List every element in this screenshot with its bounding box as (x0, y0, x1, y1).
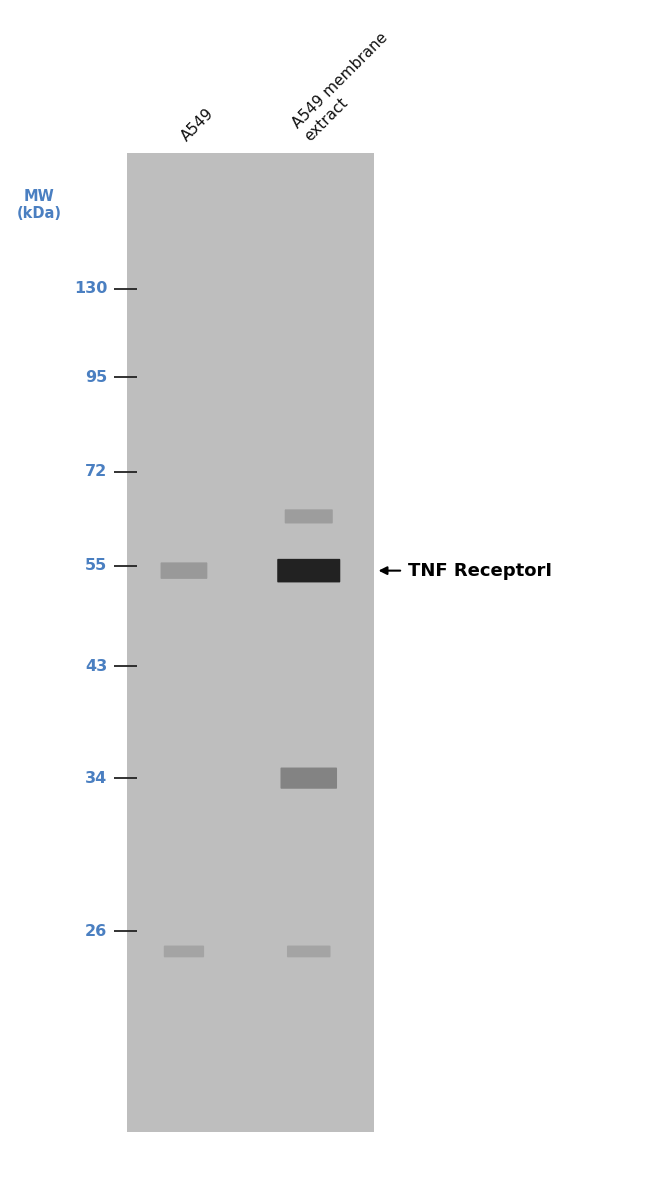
Text: A549 membrane
extract: A549 membrane extract (289, 31, 402, 144)
FancyBboxPatch shape (164, 946, 204, 957)
FancyBboxPatch shape (287, 946, 330, 957)
Text: 130: 130 (74, 282, 107, 296)
Text: 72: 72 (85, 465, 107, 479)
Text: MW
(kDa): MW (kDa) (16, 189, 62, 220)
FancyBboxPatch shape (285, 509, 333, 523)
Text: 95: 95 (85, 370, 107, 384)
FancyBboxPatch shape (281, 768, 337, 789)
FancyBboxPatch shape (161, 562, 207, 579)
FancyBboxPatch shape (277, 559, 341, 582)
Text: 55: 55 (85, 559, 107, 573)
Text: 43: 43 (85, 659, 107, 673)
Bar (127, 153, 374, 1132)
Text: 34: 34 (85, 771, 107, 785)
Text: A549: A549 (178, 105, 216, 144)
Text: TNF ReceptorI: TNF ReceptorI (408, 561, 552, 580)
Text: 26: 26 (85, 924, 107, 938)
